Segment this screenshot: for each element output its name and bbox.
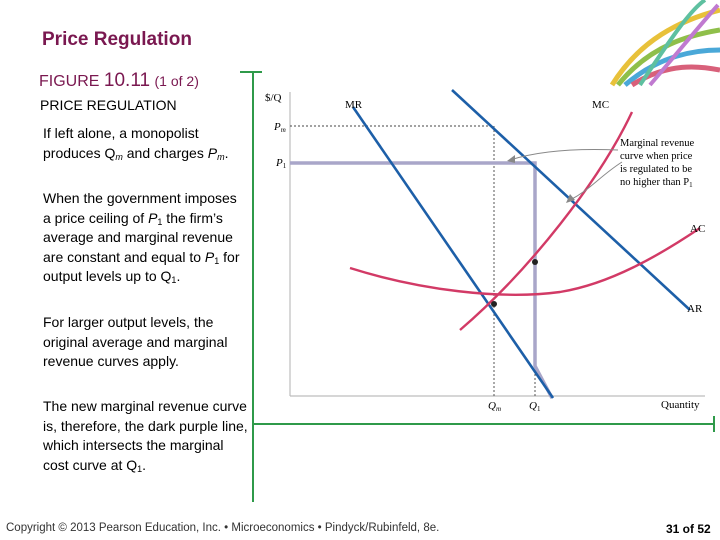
footer-copyright: Copyright © 2013 Pearson Education, Inc.… (6, 522, 440, 534)
paragraph-new-mr-curve: The new marginal revenue curve is, there… (43, 398, 248, 474)
svg-text:curve when price: curve when price (620, 151, 693, 162)
mc-label: MC (592, 99, 609, 111)
p1-label: P1 (275, 157, 287, 170)
figure-label: FIGURE 10.11 (1 of 2) (39, 70, 199, 92)
svg-text:is regulated to be: is regulated to be (620, 164, 692, 175)
arrow-head-2 (566, 194, 575, 203)
ac-curve (349, 227, 701, 296)
slide-title: Price Regulation (42, 29, 192, 50)
paragraph-larger-output: For larger output levels, the original a… (43, 314, 228, 369)
mr-label: MR (345, 99, 363, 111)
figure-word: FIGURE (39, 73, 100, 90)
page-indicator: 31 of 52 (666, 522, 711, 536)
svg-text:Marginal revenue: Marginal revenue (620, 138, 694, 149)
svg-text:no higher than P1: no higher than P1 (620, 177, 693, 189)
decorative-ribbons (609, 0, 720, 88)
pm-label: Pm (273, 121, 286, 134)
paragraph-price-ceiling: When the government imposes a price ceil… (43, 190, 240, 285)
annotation-arrows (509, 148, 623, 201)
mr-curve (351, 106, 555, 399)
guide-lines (290, 125, 536, 396)
mc-curve (459, 111, 634, 331)
arrow-head-1 (507, 155, 515, 163)
paragraph-monopolist: If left alone, a monopolist produces Qm … (43, 125, 229, 162)
figure-part: (1 of 2) (154, 73, 199, 89)
qm-label: Qm (488, 400, 501, 413)
frame-lines (240, 71, 715, 502)
x-axis-label: Quantity (661, 399, 700, 411)
annotation-text: Marginal revenue curve when price is reg… (620, 138, 694, 189)
point-mr-mc (491, 301, 497, 307)
q1-label: Q1 (529, 400, 541, 413)
ar-label: AR (687, 303, 703, 315)
figure-number: 10.11 (103, 70, 151, 91)
figure-heading: PRICE REGULATION (40, 97, 177, 113)
y-axis-label: $/Q (265, 92, 282, 104)
point-ar-ac (532, 259, 538, 265)
ac-label: AC (690, 223, 705, 235)
